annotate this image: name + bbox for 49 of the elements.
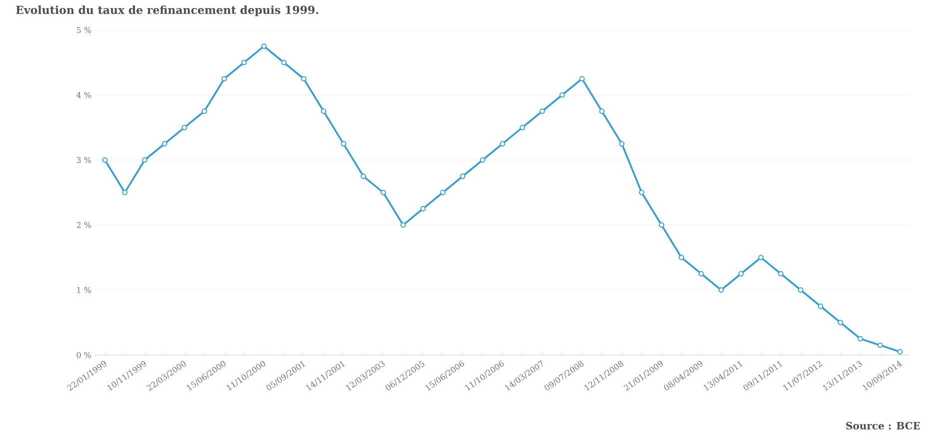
point: [798, 287, 804, 293]
point: [678, 254, 684, 260]
point: [301, 76, 306, 82]
point: [360, 174, 366, 179]
point: [320, 108, 326, 114]
point: [241, 60, 247, 66]
point: [400, 222, 406, 228]
point: [122, 190, 128, 196]
point: [202, 108, 208, 114]
point: [838, 320, 844, 326]
point: [758, 254, 764, 260]
y-tick-label: 2 %: [76, 222, 92, 228]
point: [182, 124, 188, 130]
point: [778, 271, 784, 276]
point: [858, 336, 864, 342]
point: [500, 141, 506, 146]
point: [738, 271, 744, 276]
point: [559, 92, 565, 98]
point: [440, 190, 446, 196]
point: [698, 271, 704, 276]
y-tick-label: 5 %: [76, 26, 92, 34]
chart-title: Evolution du taux de refinancement depuis 1999.: [16, 6, 318, 16]
point: [619, 141, 624, 146]
point: [460, 174, 466, 179]
point: [261, 44, 267, 49]
point: [102, 157, 108, 163]
point: [658, 222, 664, 228]
y-tick-label: 3 %: [76, 156, 92, 164]
y-tick-label: 0 %: [76, 352, 92, 358]
point: [480, 157, 486, 163]
point: [420, 206, 426, 212]
point: [142, 157, 148, 163]
point: [162, 141, 168, 146]
point: [718, 287, 724, 293]
point: [877, 342, 883, 348]
point: [897, 349, 903, 354]
point: [579, 76, 585, 82]
point: [638, 190, 644, 196]
point: [340, 141, 346, 146]
point: [380, 190, 386, 196]
source-note: Source : BCE: [846, 422, 920, 430]
y-tick-label: 4 %: [76, 92, 92, 98]
point: [818, 304, 824, 309]
point: [540, 108, 545, 114]
point: [599, 108, 605, 114]
point: [222, 76, 227, 82]
point: [520, 124, 526, 130]
y-tick-label: 1 %: [77, 286, 92, 294]
point: [281, 60, 287, 66]
